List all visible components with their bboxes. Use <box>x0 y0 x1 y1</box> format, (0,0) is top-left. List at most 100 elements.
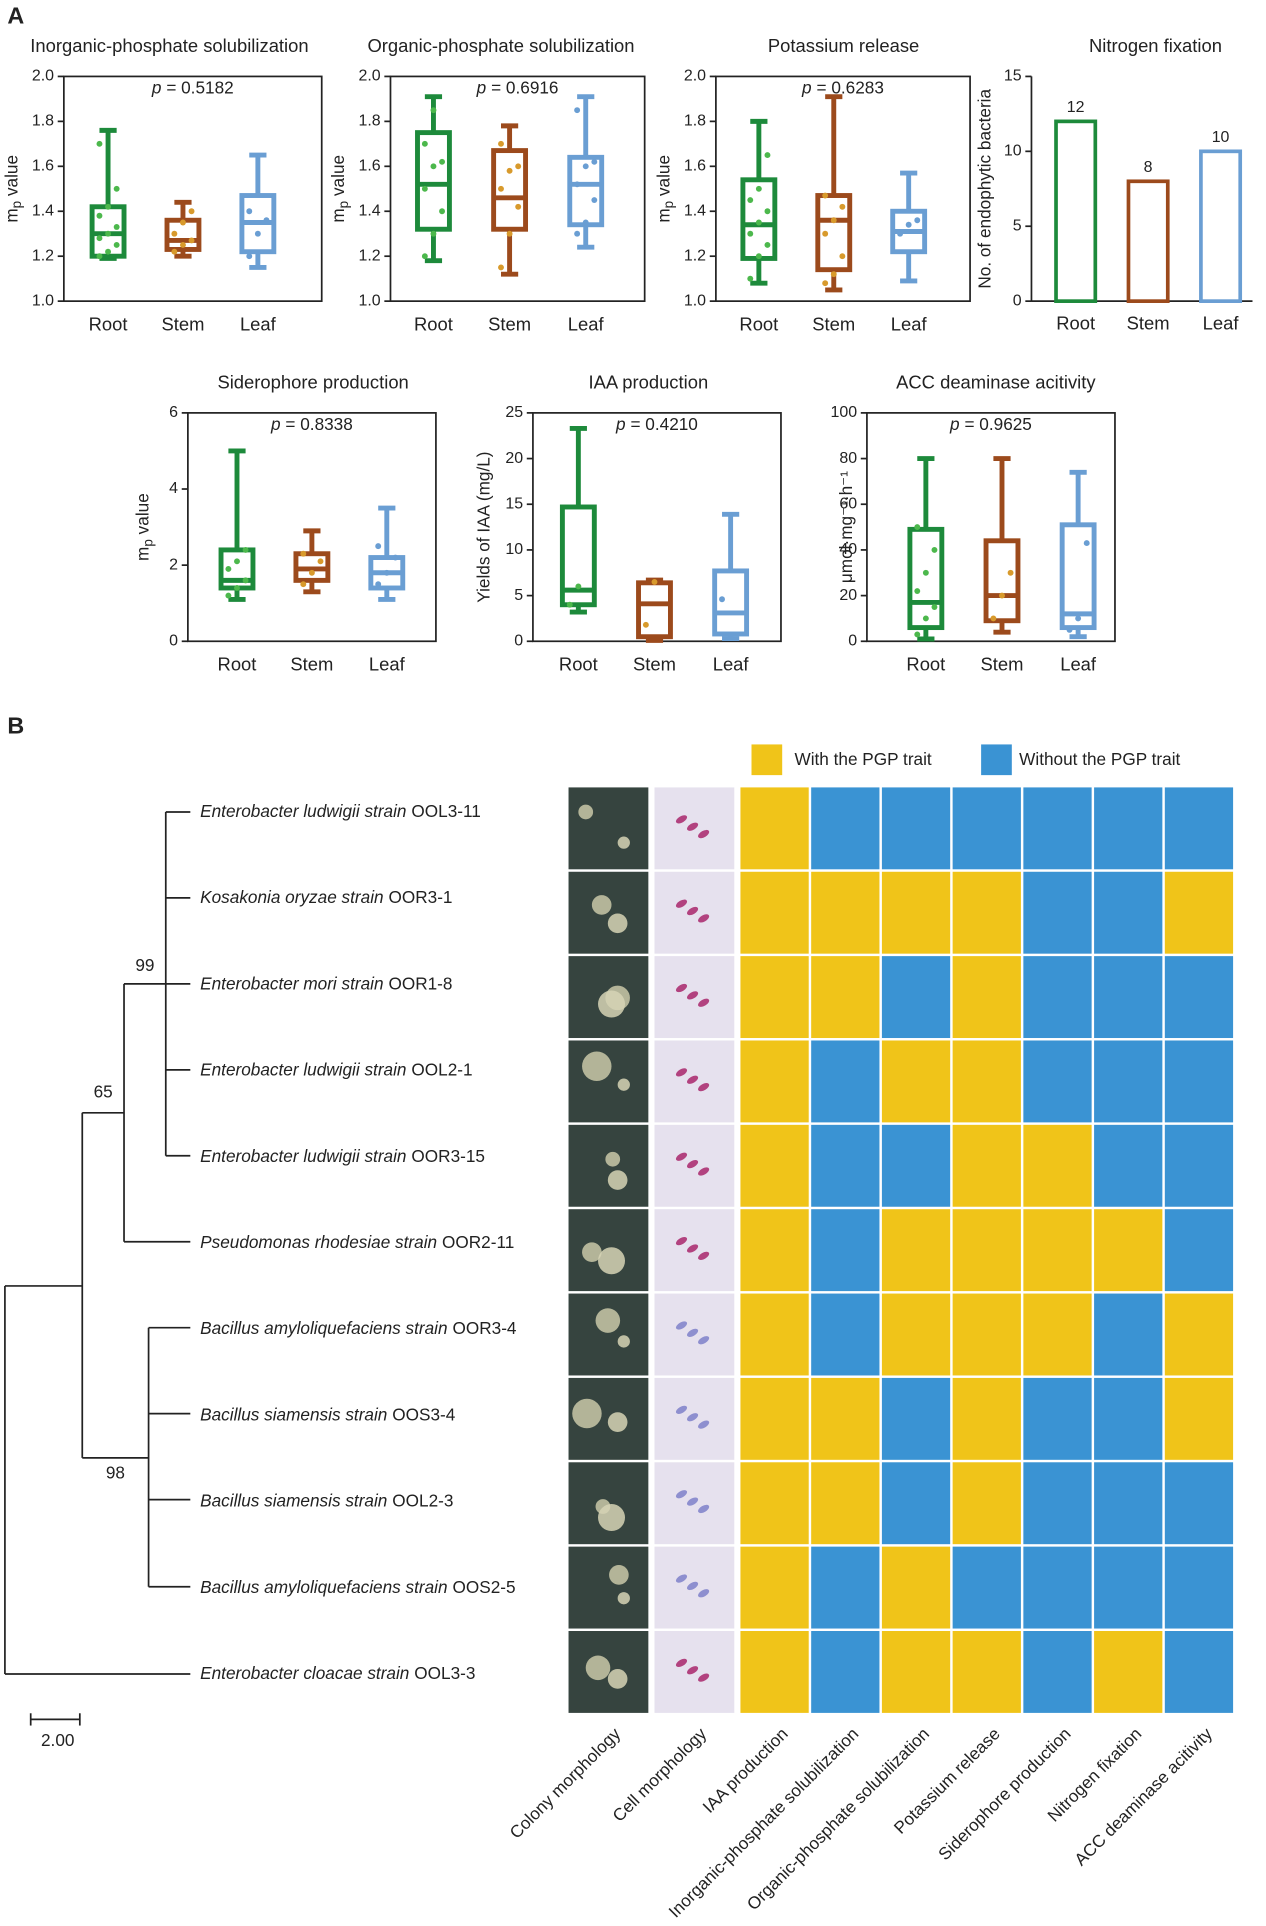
trait-cell <box>952 1040 1021 1123</box>
data-point <box>642 621 649 628</box>
data-point <box>171 230 178 237</box>
bootstrap-label: 98 <box>106 1462 125 1482</box>
trait-cell <box>1094 1124 1163 1207</box>
x-tick-label: Stem <box>290 654 333 675</box>
p-symbol: p <box>270 414 281 434</box>
data-point <box>439 158 446 165</box>
bootstrap-label: 65 <box>94 1082 113 1102</box>
data-point <box>246 253 253 260</box>
trait-cell <box>1164 1124 1234 1207</box>
trait-cell <box>1094 1209 1163 1292</box>
data-point <box>105 203 112 210</box>
colony <box>582 1051 612 1082</box>
y-tick-label: 1.6 <box>358 158 380 175</box>
trait-cell <box>740 1462 809 1545</box>
y-tick-label: 15 <box>505 495 523 512</box>
data-point <box>317 558 324 565</box>
trait-cell <box>811 956 880 1039</box>
p-text: = 0.4210 <box>630 414 697 434</box>
data-point <box>234 585 240 591</box>
data-point <box>914 217 921 224</box>
trait-cell <box>952 1293 1021 1376</box>
chart-title: Organic-phosphate solubilization <box>367 35 634 56</box>
cell <box>687 1497 699 1506</box>
data-point <box>574 181 581 188</box>
strain-label: Pseudomonas rhodesiae strain OOR2-11 <box>200 1232 514 1252</box>
trait-cell <box>881 1377 951 1460</box>
data-point <box>375 581 382 588</box>
colony <box>609 1565 629 1585</box>
y-tick-label: 1.8 <box>358 113 380 130</box>
data-point <box>96 212 103 219</box>
data-point <box>188 208 195 215</box>
p-value: p = 0.9625 <box>949 414 1032 434</box>
y-tick-label: 1.4 <box>32 202 54 219</box>
data-point <box>922 569 929 576</box>
p-text: = 0.6916 <box>491 77 558 97</box>
data-point <box>575 583 582 590</box>
data-point <box>421 140 428 147</box>
trait-cell <box>1094 871 1163 954</box>
strain-id: OOR3-4 <box>453 1318 517 1338</box>
trait-cell <box>1023 1377 1092 1460</box>
colony <box>607 1669 628 1689</box>
cell <box>698 1167 710 1176</box>
colony-image <box>568 1546 649 1629</box>
data-point <box>897 230 904 237</box>
strain-label: Enterobacter ludwigii strain OOL3-11 <box>200 801 481 821</box>
trait-cell <box>740 1209 809 1292</box>
y-tick-label: 1.4 <box>684 202 706 219</box>
colony-image <box>568 871 649 954</box>
data-point <box>498 185 504 192</box>
trait-cell <box>1023 787 1092 870</box>
trait-cell <box>1023 1040 1092 1123</box>
trait-cell <box>952 871 1021 954</box>
p-value: p = 0.5182 <box>151 77 234 97</box>
colony <box>578 804 594 820</box>
data-point <box>263 217 270 224</box>
trait-cell <box>1164 1293 1234 1376</box>
cell <box>675 1490 688 1499</box>
colony <box>617 1078 630 1091</box>
trait-cell <box>811 1630 880 1713</box>
p-value: p = 0.8338 <box>270 414 353 434</box>
trait-cell <box>811 871 880 954</box>
strain-id: OOR2-11 <box>442 1232 514 1252</box>
species: Enterobacter ludwigii strain <box>200 1059 406 1079</box>
label-subscript: p <box>335 201 350 209</box>
trait-cell <box>1164 956 1234 1039</box>
cell <box>675 983 688 993</box>
data-point <box>755 185 762 192</box>
y-tick-label: 1.0 <box>684 292 706 309</box>
trait-cell <box>1094 1546 1163 1629</box>
trait-cell <box>881 1209 951 1292</box>
x-tick-label: Root <box>414 314 453 335</box>
data-point <box>1007 569 1014 576</box>
label-part: value <box>653 155 673 201</box>
colony <box>572 1398 602 1429</box>
trait-cell <box>740 1040 809 1123</box>
trait-cell <box>811 1209 880 1292</box>
p-text: = 0.9625 <box>964 414 1031 434</box>
trait-cell <box>1023 1462 1092 1545</box>
panel-label: B <box>7 712 24 738</box>
cell <box>687 1413 699 1422</box>
trait-cell <box>811 1124 880 1207</box>
species: Bacillus amyloliquefaciens strain <box>200 1576 447 1596</box>
data-point <box>105 230 112 237</box>
trait-cell <box>1023 871 1092 954</box>
cell <box>687 1581 699 1591</box>
bar <box>1054 119 1098 303</box>
data-point <box>931 604 938 610</box>
trait-cell <box>1164 1546 1234 1629</box>
trait-cell <box>1164 1630 1234 1713</box>
chart-title: IAA production <box>588 371 708 392</box>
y-tick-label: 60 <box>839 495 857 512</box>
strain-id: OOL2-3 <box>392 1490 453 1510</box>
bar <box>1199 149 1243 303</box>
cell <box>687 1075 699 1084</box>
data-point <box>990 615 997 622</box>
y-axis-label: mp value <box>132 493 155 561</box>
trait-cell <box>740 1124 809 1207</box>
